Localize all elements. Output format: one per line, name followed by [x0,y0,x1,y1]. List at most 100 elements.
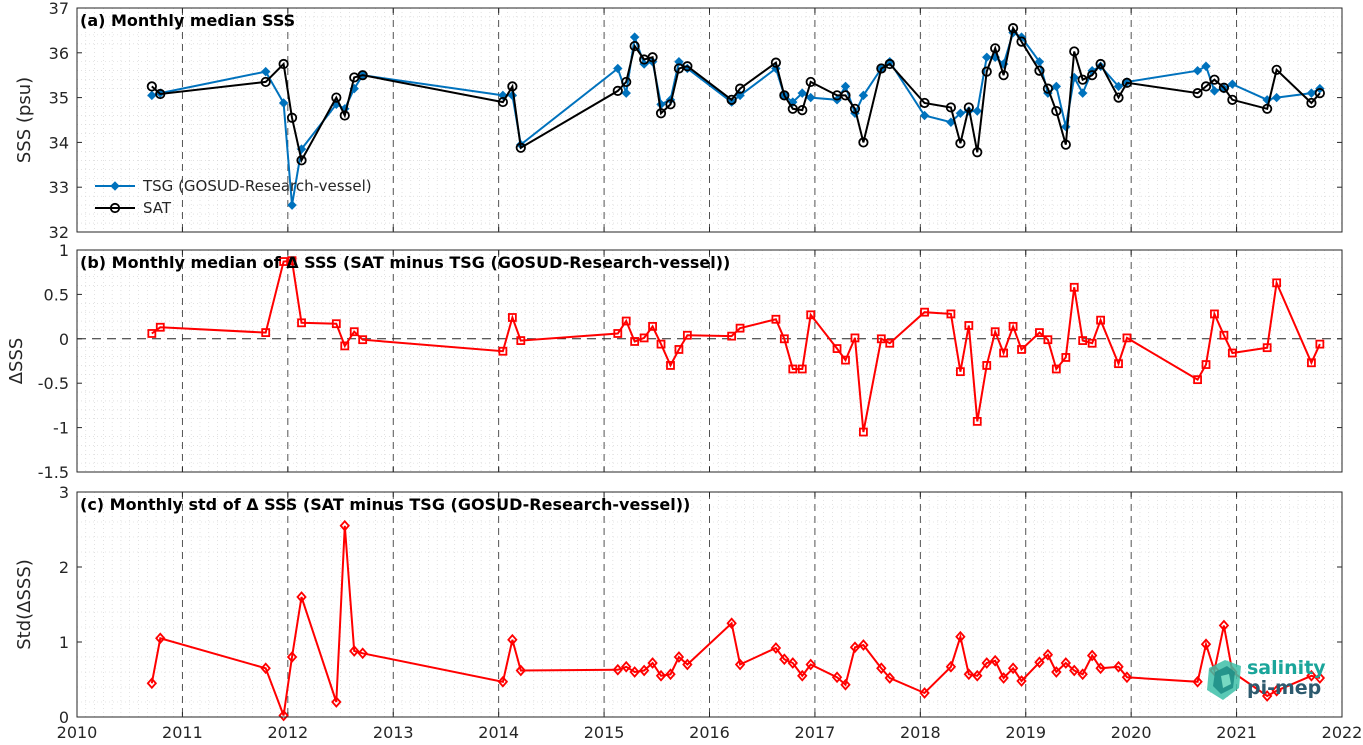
x-tick-label: 2018 [900,723,941,742]
data-point [841,355,850,365]
x-tick-label: 2011 [162,723,203,742]
data-point [1218,82,1230,93]
data-point [639,333,649,343]
data-point [682,658,693,671]
data-point [1060,139,1071,150]
data-point [1201,61,1211,71]
data-point [919,110,930,121]
data-point [735,323,745,333]
y-tick-label: -1 [53,419,69,438]
data-point [779,653,790,666]
data-point [982,361,992,370]
data-point [673,651,685,663]
data-point [1113,81,1124,92]
x-axis [76,8,1343,232]
data-point [1034,65,1045,76]
data-point [331,92,342,103]
data-point [349,327,359,337]
x-tick-label: 2016 [689,723,730,742]
data-point [726,94,737,105]
data-point [770,57,782,68]
data-point [1060,657,1072,669]
panel-title: (a) Monthly median SSS [80,11,295,30]
data-point [260,66,271,77]
data-point [1227,94,1238,105]
data-point [507,81,518,92]
data-point [831,671,843,684]
data-point [147,90,157,101]
y-tick-label: 0.5 [44,285,69,304]
data-point [876,662,887,675]
data-point [613,329,623,338]
data-point [1095,662,1106,675]
data-point [1007,23,1019,34]
data-point [297,318,306,328]
x-tick-label: 2012 [267,723,308,742]
data-point [972,416,982,426]
data-point [1096,315,1105,325]
y-axis-label: SSS (psu) [14,77,35,163]
data-point [655,669,667,682]
data-point [1042,83,1053,94]
data-point [629,666,640,678]
data-point [982,52,992,62]
data-point [339,110,350,121]
data-point [858,639,869,651]
data-point [1192,675,1203,688]
data-point [1306,669,1317,682]
data-point [919,97,930,109]
data-point [339,519,350,532]
data-point [1314,88,1325,99]
data-point [296,591,307,603]
data-point [497,96,508,108]
data-point [1113,92,1124,103]
data-point [1051,81,1062,92]
data-point [1016,36,1027,47]
data-point [621,76,632,88]
data-point [331,319,341,329]
series-delta [146,519,1326,722]
data-point [1051,364,1061,374]
data-point [146,81,157,92]
data-point [331,696,342,708]
logo-word-pimep: pi-mep [1247,677,1322,699]
data-point [726,617,737,630]
data-point [260,76,271,88]
data-point [278,58,289,70]
data-point [507,313,517,322]
y-tick-label: 34 [49,133,69,152]
x-tick-label: 2020 [1111,723,1152,742]
data-point [621,660,632,673]
y-axis: 32 33 34 35 36 37 [49,0,1342,242]
salinity-pimep-logo: salinity pi-mep [1205,656,1335,704]
minor-grid [77,8,1342,232]
panel-b: -1.5 -1 -0.5 0 0.5 1 ΔSSS (b) Monthly median of… [6,241,1343,482]
data-point [885,338,895,348]
data-point [612,85,623,96]
data-point [972,669,983,682]
data-point [507,633,518,646]
data-point [1271,92,1282,103]
data-point [981,66,992,77]
data-point [1200,638,1212,651]
data-point [665,99,676,110]
data-point [946,309,956,319]
data-point [1272,278,1282,288]
data-point [1306,88,1317,98]
data-point [1192,66,1203,76]
data-point [972,106,982,116]
data-point [998,70,1009,81]
data-point [1095,58,1106,70]
data-point [1209,74,1220,85]
data-point [1051,105,1062,117]
data-point [849,103,861,114]
data-point [849,641,861,654]
data-point [963,102,974,113]
data-point [990,43,1001,54]
data-point [498,346,508,356]
data-point [1307,358,1316,368]
data-point [357,70,368,81]
data-point [1210,309,1219,319]
data-point [1035,328,1044,337]
